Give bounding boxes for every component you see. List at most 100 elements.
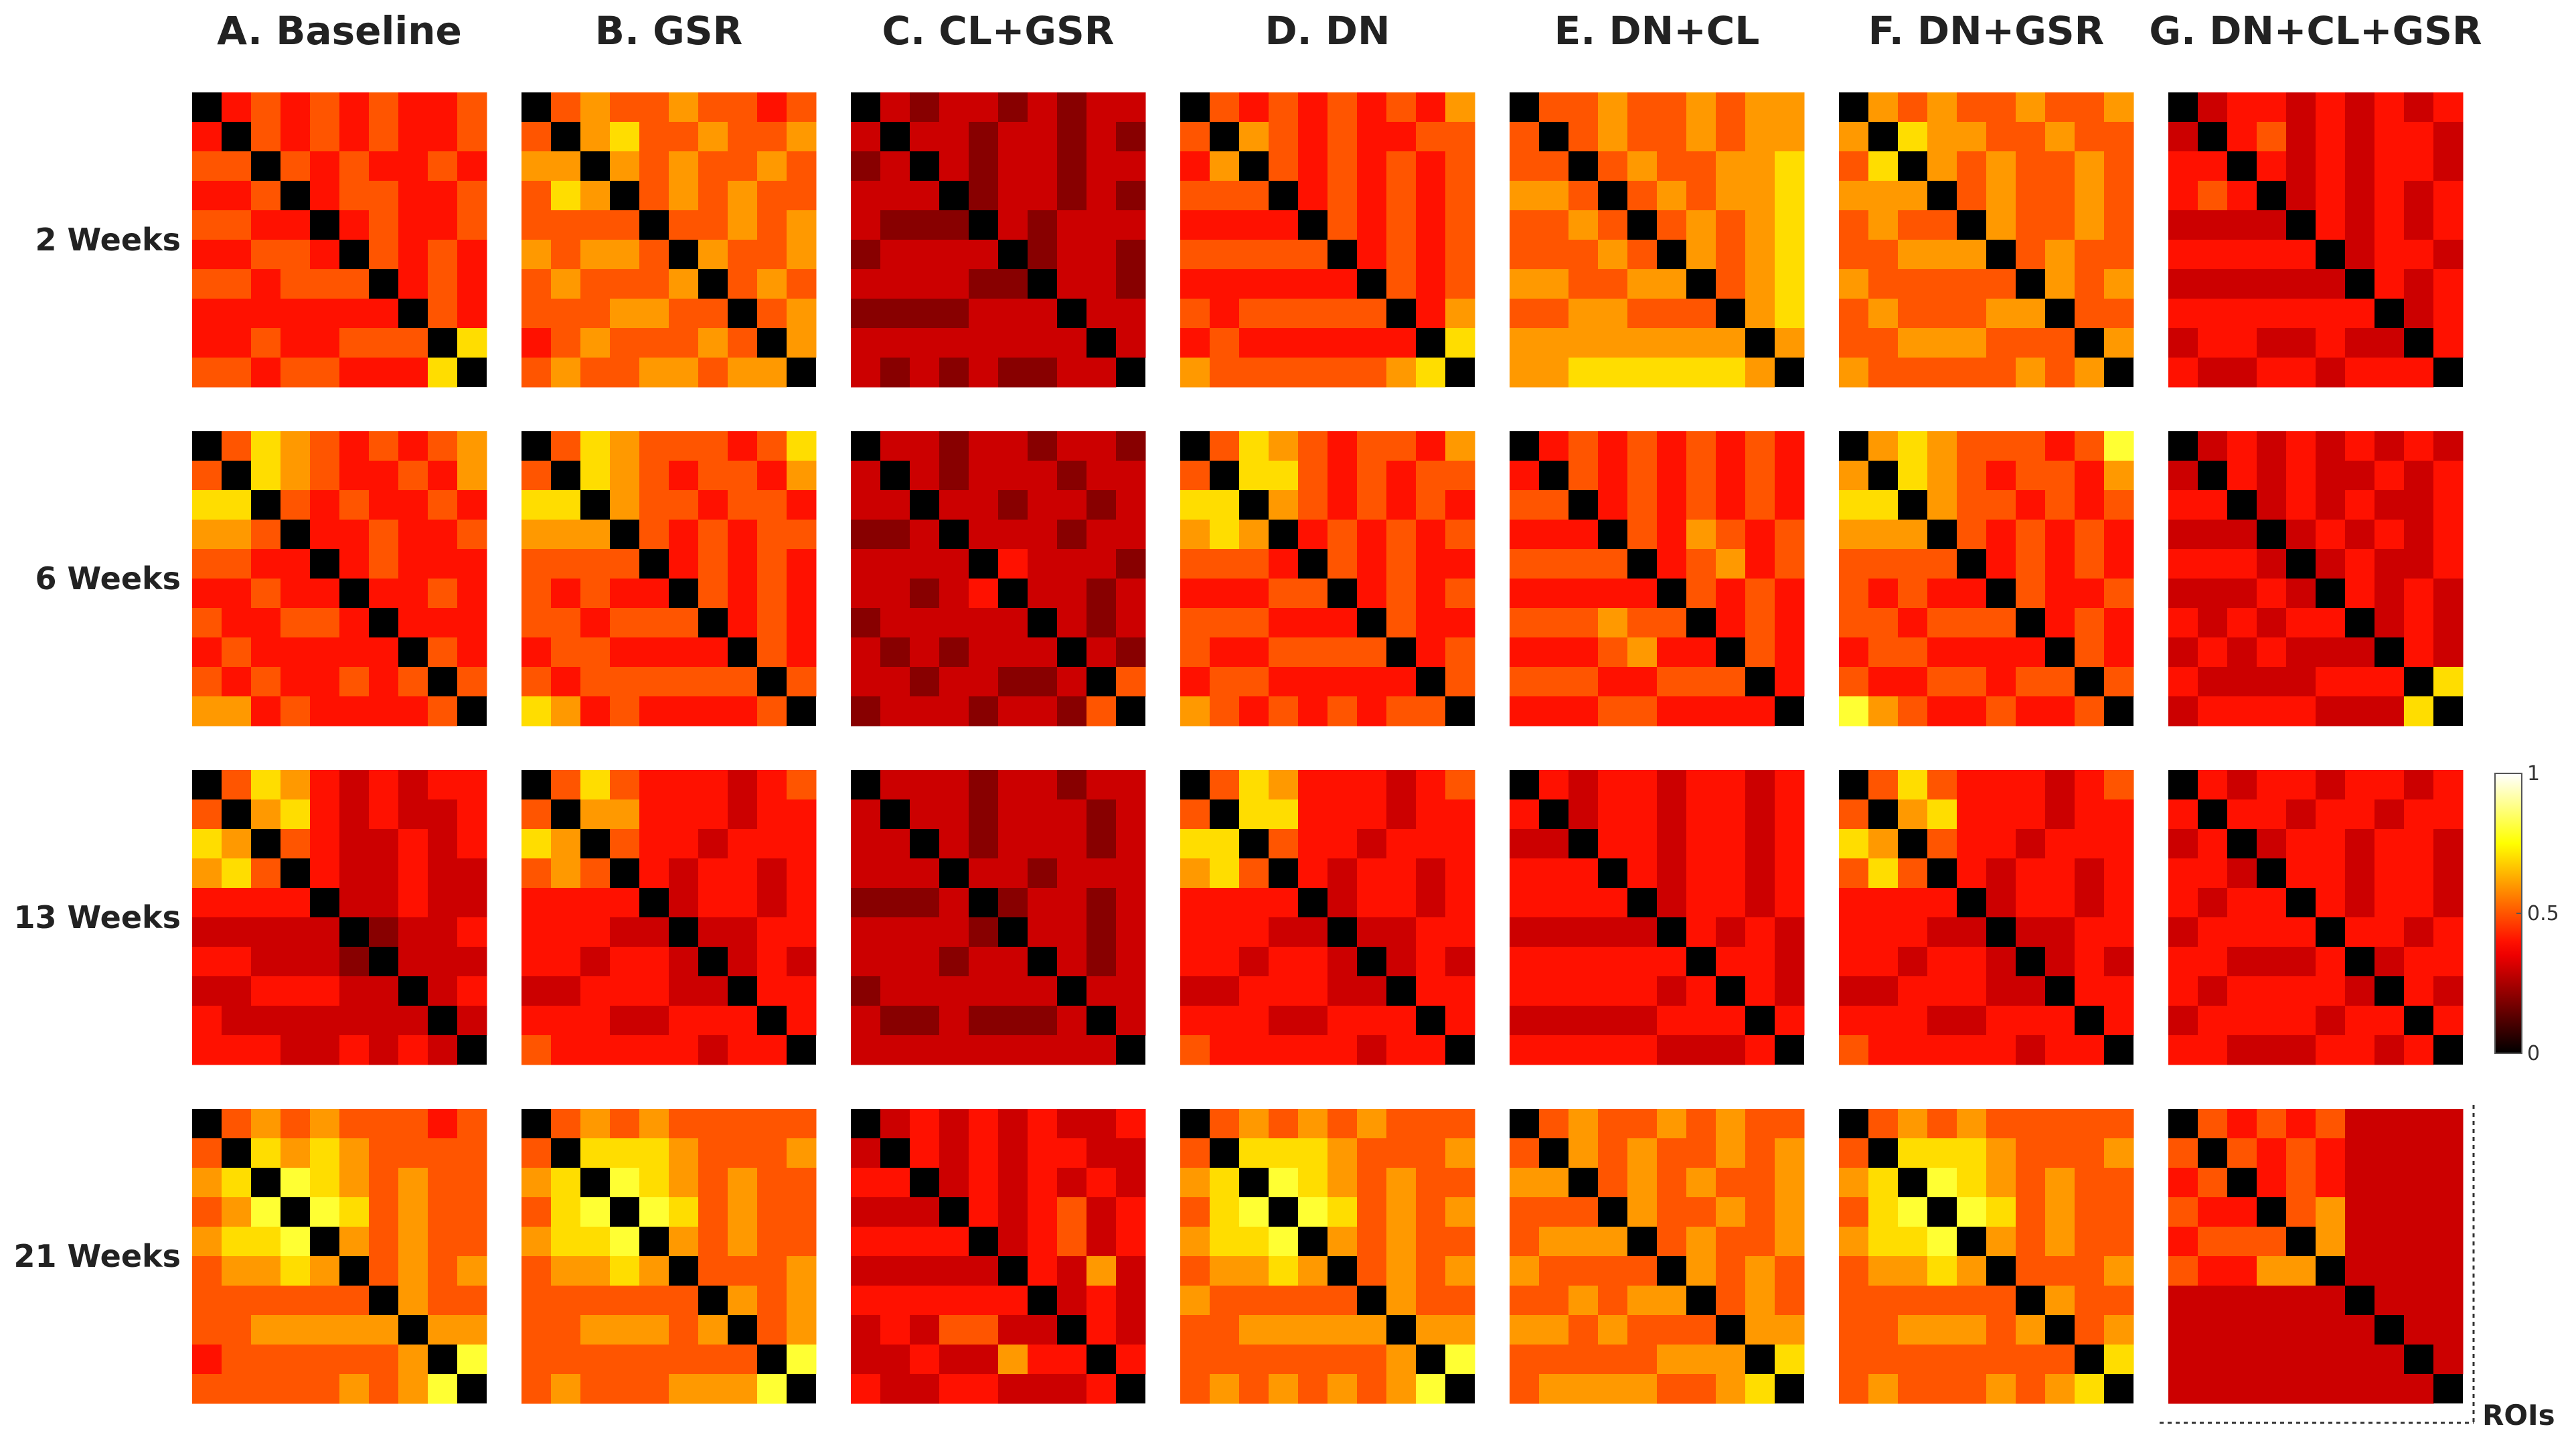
- heatmap-cell: [580, 181, 611, 211]
- heatmap-cell: [1627, 1345, 1658, 1375]
- heatmap-cell: [2045, 947, 2075, 977]
- heatmap-cell: [939, 490, 969, 520]
- heatmap-cell: [2345, 122, 2375, 152]
- heatmap: [1510, 92, 1805, 388]
- diagonal-cell: [757, 667, 787, 696]
- heatmap-cell: [939, 1035, 969, 1065]
- heatmap-cell: [880, 299, 910, 329]
- heatmap-cell: [2016, 976, 2046, 1006]
- diagonal-cell: [2286, 888, 2316, 917]
- heatmap-cell: [280, 358, 311, 388]
- heatmap-cell: [2075, 181, 2105, 211]
- heatmap-cell: [310, 829, 340, 859]
- heatmap-cell: [1445, 1227, 1475, 1257]
- heatmap-cell: [2433, 210, 2464, 240]
- heatmap-cell: [1686, 299, 1716, 329]
- heatmap-cell: [310, 1035, 340, 1065]
- heatmap-cell: [551, 947, 581, 977]
- heatmap-cell: [310, 696, 340, 726]
- heatmap-cell: [1716, 579, 1746, 609]
- heatmap-cell: [2104, 461, 2134, 491]
- heatmap-cell: [2168, 299, 2198, 329]
- heatmap-cell: [1298, 181, 1328, 211]
- heatmap-cell: [1598, 976, 1628, 1006]
- heatmap-cell: [1180, 210, 1210, 240]
- heatmap-cell: [339, 1315, 370, 1345]
- heatmap-cell: [222, 888, 252, 918]
- heatmap-cell: [880, 637, 910, 668]
- heatmap-cell: [2345, 1374, 2375, 1404]
- heatmap-cell: [1180, 1138, 1210, 1168]
- heatmap-cell: [2374, 667, 2405, 697]
- heatmap-cell: [310, 770, 340, 800]
- heatmap-cell: [1057, 358, 1087, 388]
- heatmap-cell: [339, 1138, 370, 1168]
- heatmap-cell: [639, 579, 669, 609]
- diagonal-cell: [1116, 1374, 1145, 1403]
- heatmap-cell: [192, 1035, 222, 1065]
- heatmap-cell: [787, 770, 817, 800]
- heatmap-cell: [1445, 637, 1475, 668]
- heatmap-cell: [1745, 431, 1775, 461]
- heatmap-cell: [2104, 269, 2134, 299]
- heatmap-cell: [910, 92, 940, 123]
- heatmap-cell: [551, 667, 581, 697]
- diagonal-cell: [1686, 1286, 1716, 1315]
- diagonal-cell: [1927, 181, 1957, 210]
- heatmap-cell: [222, 770, 252, 800]
- diagonal-cell: [1416, 328, 1445, 358]
- diagonal-cell: [2433, 1035, 2463, 1065]
- heatmap-cell: [2316, 490, 2346, 520]
- heatmap-cell: [1086, 829, 1117, 859]
- heatmap-cell: [1028, 431, 1058, 461]
- heatmap-cell: [1445, 1168, 1475, 1198]
- heatmap-cell: [1898, 579, 1928, 609]
- heatmap-cell: [1927, 269, 1957, 299]
- heatmap-cell: [1568, 92, 1599, 123]
- heatmap-cell: [1210, 1345, 1240, 1375]
- diagonal-cell: [1775, 696, 1804, 726]
- heatmap-cell: [1416, 520, 1446, 550]
- heatmap-cell: [428, 520, 458, 550]
- heatmap-cell: [369, 1035, 399, 1065]
- heatmap-cell: [1745, 181, 1775, 211]
- heatmap-cell: [1510, 328, 1540, 358]
- heatmap-cell: [2345, 151, 2375, 181]
- heatmap-cell: [369, 1315, 399, 1345]
- heatmap-cell: [1627, 431, 1658, 461]
- heatmap-cell: [639, 1197, 669, 1227]
- heatmap-cell: [1510, 299, 1540, 329]
- heatmap-cell: [1239, 122, 1269, 152]
- heatmap-cell: [1957, 1197, 1987, 1227]
- heatmap-cell: [2286, 696, 2316, 726]
- heatmap-cell: [369, 1256, 399, 1286]
- heatmap-cell: [1657, 1035, 1687, 1065]
- heatmap-cell: [2227, 240, 2257, 270]
- heatmap-cell: [222, 1374, 252, 1404]
- heatmap-cell: [2227, 770, 2257, 800]
- heatmap-cell: [1386, 490, 1417, 520]
- heatmap-cell: [1898, 770, 1928, 800]
- heatmap-cell: [1327, 1035, 1358, 1065]
- heatmap-cell: [1898, 888, 1928, 918]
- diagonal-cell: [610, 520, 639, 549]
- heatmap-cell: [580, 549, 611, 579]
- heatmap-cell: [2257, 1006, 2287, 1036]
- heatmap-cell: [1028, 1109, 1058, 1139]
- heatmap-cell: [280, 608, 311, 638]
- heatmap-cell: [939, 976, 969, 1006]
- heatmap-cell: [757, 181, 787, 211]
- diagonal-cell: [428, 328, 457, 358]
- heatmap-cell: [1357, 520, 1387, 550]
- diagonal-cell: [1086, 1006, 1116, 1035]
- heatmap-cell: [610, 1109, 640, 1139]
- heatmap-cell: [698, 1315, 728, 1345]
- heatmap-cell: [998, 667, 1028, 697]
- diagonal-cell: [1598, 181, 1627, 210]
- heatmap-cell: [639, 696, 669, 726]
- heatmap-cell: [610, 299, 640, 329]
- heatmap-cell: [521, 608, 552, 638]
- heatmap-cell: [1598, 269, 1628, 299]
- heatmap-cell: [1716, 181, 1746, 211]
- heatmap-cell: [2433, 269, 2464, 299]
